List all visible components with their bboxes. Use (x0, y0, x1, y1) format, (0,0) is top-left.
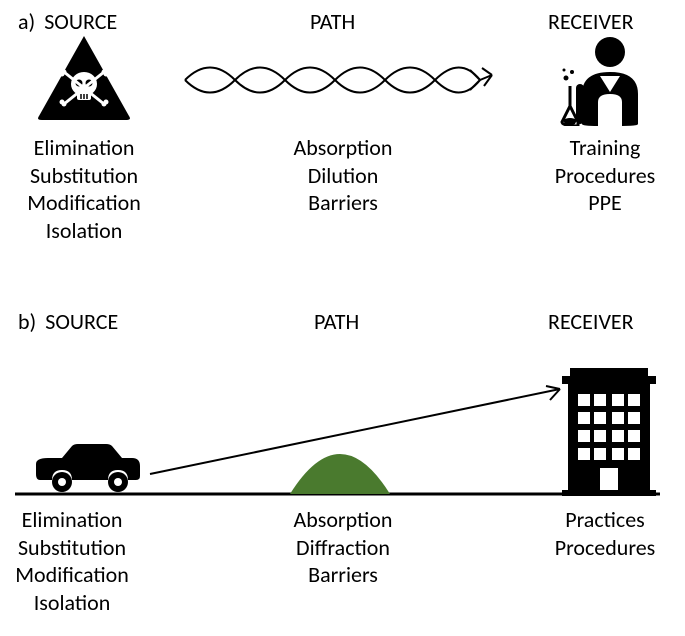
item: Barriers (278, 189, 408, 217)
skull-warning-icon (34, 34, 134, 122)
item: Substitution (14, 162, 154, 190)
panel-b: b) SOURCE PATH RECEIVER (0, 308, 685, 636)
receiver-items-a: Training Procedures PPE (540, 134, 670, 217)
item: Modification (14, 189, 154, 217)
panel-a: a) SOURCE PATH RECEIVER (0, 0, 685, 280)
path-header-a: PATH (310, 8, 355, 35)
item: Absorption (278, 134, 408, 162)
path-items-b: Absorption Diffraction Barriers (278, 506, 408, 589)
scene-b (10, 344, 675, 504)
item: Elimination (14, 134, 154, 162)
panel-a-prefix: a) SOURCE (18, 8, 117, 35)
path-items-a: Absorption Dilution Barriers (278, 134, 408, 217)
item: Modification (2, 561, 142, 589)
item: Barriers (278, 561, 408, 589)
source-header-b: SOURCE (45, 308, 118, 335)
receiver-header-a: RECEIVER (548, 8, 634, 35)
item: Procedures (540, 534, 670, 562)
panel-b-prefix: b) SOURCE (18, 308, 118, 335)
prefix-text: a) (18, 8, 35, 35)
item: Training (540, 134, 670, 162)
item: Substitution (2, 534, 142, 562)
source-items-b: Elimination Substitution Modification Is… (2, 506, 142, 616)
source-header-a: SOURCE (44, 8, 117, 35)
item: Isolation (14, 217, 154, 245)
receiver-items-b: Practices Procedures (540, 506, 670, 561)
car-icon (36, 444, 140, 492)
item: Procedures (540, 162, 670, 190)
prefix-text: b) (18, 308, 36, 335)
source-items-a: Elimination Substitution Modification Is… (14, 134, 154, 244)
item: Dilution (278, 162, 408, 190)
helix-wave-icon (180, 50, 500, 110)
item: Diffraction (278, 534, 408, 562)
scientist-icon (552, 34, 652, 126)
hill-barrier-icon (290, 454, 390, 494)
item: PPE (540, 189, 670, 217)
building-icon (562, 368, 656, 496)
item: Absorption (278, 506, 408, 534)
path-header-b: PATH (314, 308, 359, 335)
item: Isolation (2, 589, 142, 617)
item: Practices (540, 506, 670, 534)
item: Elimination (2, 506, 142, 534)
receiver-header-b: RECEIVER (548, 308, 634, 335)
